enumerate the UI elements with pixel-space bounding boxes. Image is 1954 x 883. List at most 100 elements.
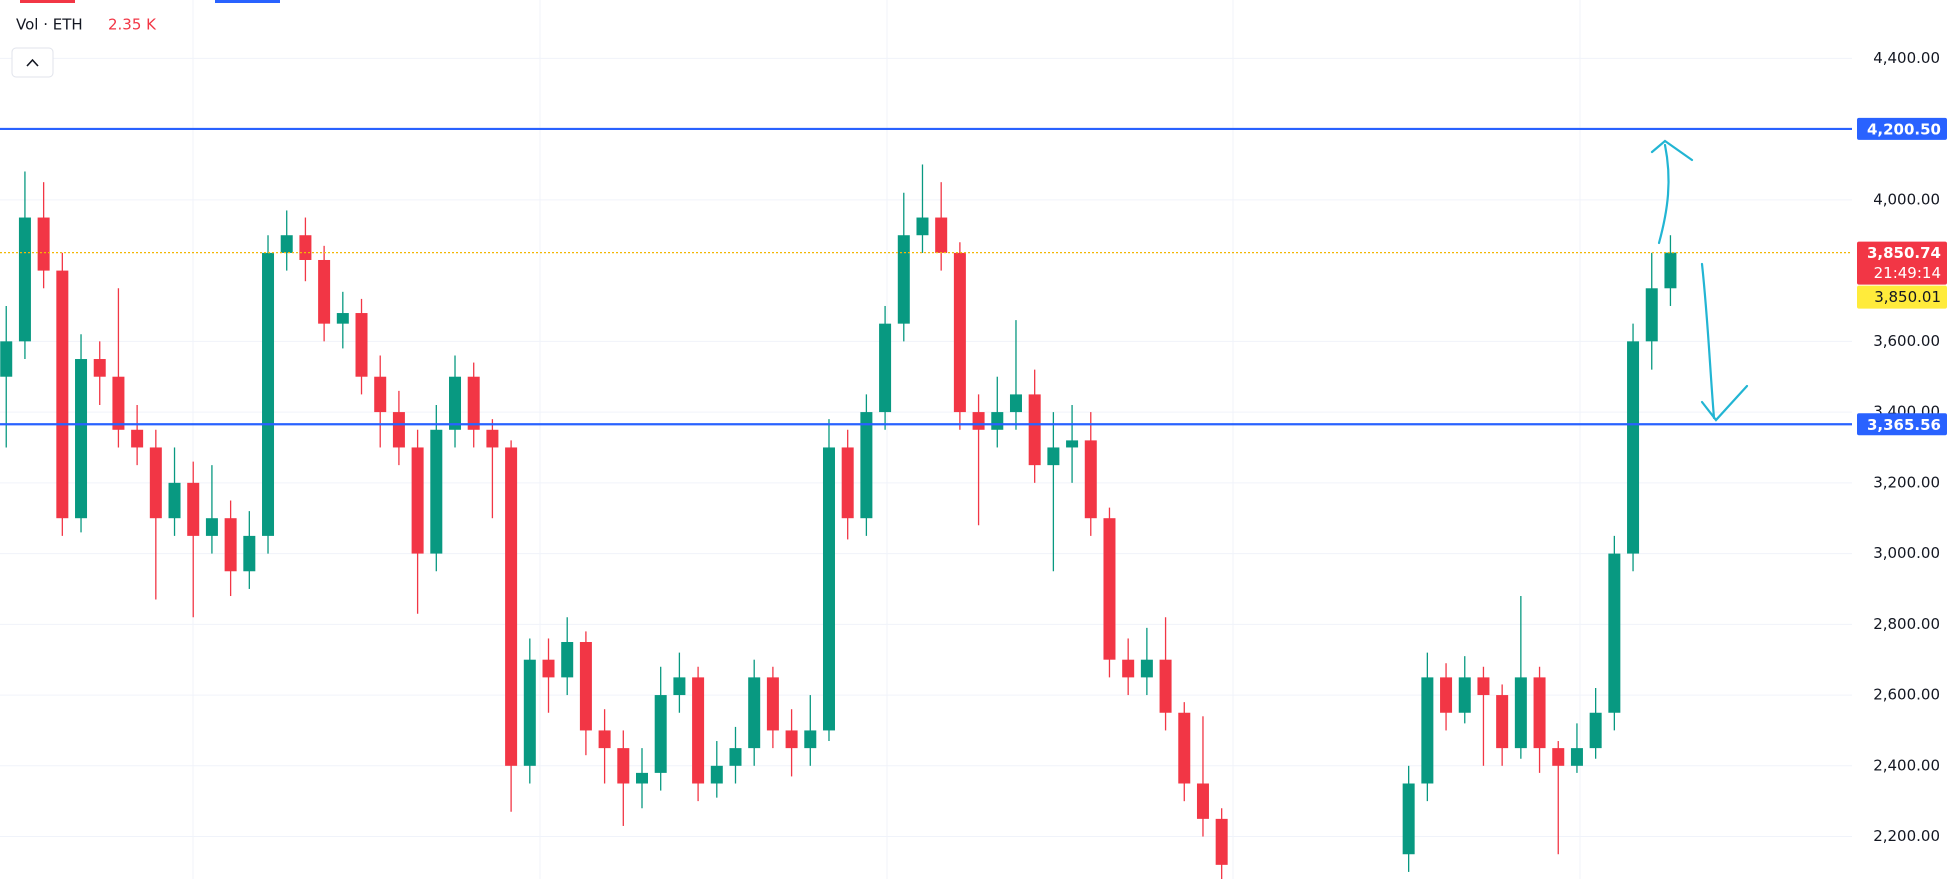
y-tick-label: 2,200.00 <box>1873 827 1940 845</box>
candle-body <box>916 217 929 236</box>
candle-body <box>523 659 536 766</box>
candle-body <box>467 376 480 430</box>
y-tick-label: 3,000.00 <box>1873 544 1940 562</box>
candle-body <box>243 535 256 572</box>
candle-body <box>879 323 892 413</box>
candle-body <box>860 412 873 519</box>
candles <box>0 164 1677 879</box>
candle-body <box>1570 748 1583 766</box>
candle-body <box>673 677 686 696</box>
candle-body <box>131 429 144 448</box>
candle-body <box>449 376 462 430</box>
legend-name: Vol · ETH <box>16 16 83 34</box>
candle-body <box>299 235 312 260</box>
candle-body <box>561 642 574 678</box>
candle-body <box>841 447 854 519</box>
bid-label-box <box>1857 285 1947 309</box>
overlays: 4,200.50 3,365.56 3,850.74 21:49:14 3,850.01 <box>0 117 1947 436</box>
candle-body <box>1009 394 1022 413</box>
candle-body <box>262 252 275 536</box>
candle-body <box>486 429 499 448</box>
candle-body <box>1028 394 1041 466</box>
candle-body <box>897 235 910 324</box>
candle-body <box>374 376 387 413</box>
candle-body <box>542 659 555 678</box>
candle-body <box>430 429 443 554</box>
candle-body <box>1496 695 1509 749</box>
y-tick-label: 2,800.00 <box>1873 615 1940 633</box>
candle-body <box>37 217 50 271</box>
candle-body <box>1103 518 1116 660</box>
candle-body <box>710 765 723 784</box>
candle-body <box>1664 252 1677 289</box>
bid-label: 3,850.01 <box>1874 288 1941 306</box>
candle-body <box>692 677 705 784</box>
candle-body <box>224 518 237 572</box>
candle-body <box>1627 341 1640 554</box>
candle-body <box>1533 677 1546 749</box>
candle-body <box>280 235 293 253</box>
candle-body <box>748 677 761 749</box>
line-label-box <box>1857 117 1947 140</box>
candle-body <box>1215 818 1228 865</box>
top-tab <box>215 0 280 3</box>
candle-body <box>1196 783 1209 819</box>
price-label-box <box>1857 241 1947 285</box>
candle-body <box>729 748 742 766</box>
candle-body <box>1402 783 1415 855</box>
line-label: 3,365.56 <box>1867 416 1941 434</box>
candle-body <box>93 359 106 377</box>
candle-body <box>617 748 630 784</box>
candle-body <box>654 695 667 773</box>
candle-body <box>112 376 125 430</box>
candle-body <box>972 412 985 430</box>
line-label-box <box>1857 413 1947 436</box>
candle-body <box>318 259 331 324</box>
countdown: 21:49:14 <box>1874 264 1941 282</box>
y-tick-label: 2,400.00 <box>1873 756 1940 774</box>
legend-value: 2.35 K <box>108 16 157 34</box>
candle-body <box>149 447 162 519</box>
price-label: 3,850.74 <box>1867 244 1941 262</box>
candle-body <box>991 412 1004 430</box>
candle-body <box>785 730 798 749</box>
candle-body <box>1421 677 1434 784</box>
candle-body <box>1066 440 1079 448</box>
candle-body <box>336 313 349 324</box>
candle-body <box>822 447 835 731</box>
grid: 2,200.00 2,400.00 2,600.00 2,800.00 3,000.00… <box>0 49 1940 845</box>
candle-body <box>1477 677 1490 696</box>
candle-body <box>56 270 69 519</box>
collapse-button[interactable] <box>11 47 54 78</box>
time-grid <box>192 0 1581 879</box>
candle-body <box>168 482 181 519</box>
candle-body <box>1440 677 1453 713</box>
candle-body <box>598 730 611 749</box>
candle-body <box>953 252 966 413</box>
candle-body <box>187 482 200 536</box>
y-tick-label: 4,400.00 <box>1873 49 1940 67</box>
candle-body <box>1514 677 1527 749</box>
candle-body <box>579 642 592 731</box>
candle-body <box>1645 288 1658 342</box>
candle-body <box>1589 712 1602 749</box>
candle-body <box>75 359 88 519</box>
candle-body <box>935 217 948 253</box>
candle-body <box>1552 748 1565 766</box>
candle-body <box>635 772 648 784</box>
candle-body <box>18 217 31 342</box>
candle-body <box>205 518 218 536</box>
candle-body <box>355 313 368 377</box>
candle-body <box>411 447 424 554</box>
candle-body <box>505 447 518 766</box>
candle-body <box>0 341 13 377</box>
candle-body <box>1084 440 1097 519</box>
candle-body <box>766 677 779 731</box>
candle-body <box>1159 659 1172 713</box>
drawn-arrows <box>1650 139 1749 422</box>
candle-body <box>1047 447 1060 466</box>
candle-body <box>392 412 405 448</box>
y-tick-label: 3,200.00 <box>1873 473 1940 491</box>
candle-body <box>1608 553 1621 713</box>
line-label: 4,200.50 <box>1867 120 1941 138</box>
